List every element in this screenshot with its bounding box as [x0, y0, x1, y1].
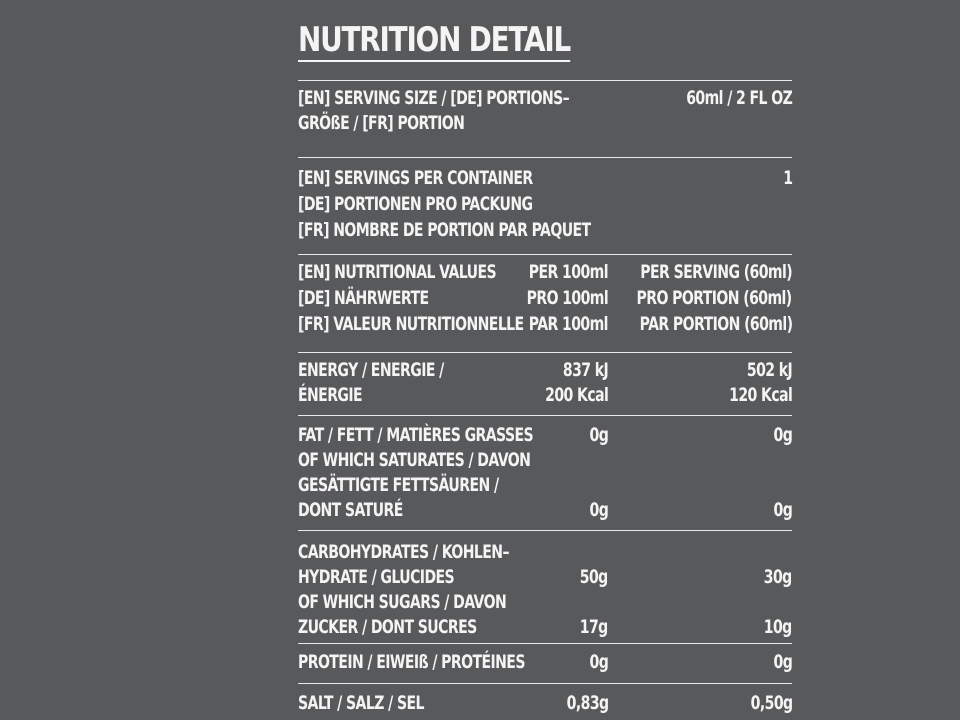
servings-value: 1 [782, 167, 793, 189]
salt-label: SALT / SALZ / SEL [298, 692, 424, 714]
serving-size-label-2: GRÖßE / [FR] PORTION [298, 112, 465, 134]
carbs-total-per100: 50g [580, 566, 608, 588]
header-serving-de: PRO PORTION (60ml) [636, 287, 793, 309]
header-label-de: [DE] NÄHRWERTE [298, 287, 429, 309]
energy-per100-kj: 837 kJ [562, 359, 609, 381]
protein-label: PROTEIN / EIWEIß / PROTÉINES [298, 651, 525, 673]
carbs-label-2: HYDRATE / GLUCIDES [298, 566, 455, 588]
fat-label-2: OF WHICH SATURATES / DAVON [298, 449, 531, 471]
nutrition-panel: NUTRITION DETAIL [EN] SERVING SIZE / [DE… [298, 20, 793, 720]
protein-section: PROTEIN / EIWEIß / PROTÉINES 0g 0g [298, 644, 793, 684]
fat-label-3: GESÄTTIGTE FETTSÄUREN / [298, 474, 499, 496]
servings-label-1: [EN] SERVINGS PER CONTAINER [298, 167, 533, 189]
header-per100-fr: PAR 100ml [528, 313, 609, 335]
energy-per100-kcal: 200 Kcal [544, 384, 609, 406]
fat-label-4: DONT SATURÉ [298, 499, 403, 521]
salt-section: SALT / SALZ / SEL 0,83g 0,50g [298, 684, 793, 720]
header-label-en: [EN] NUTRITIONAL VALUES [298, 261, 497, 283]
salt-serving: 0,50g [750, 692, 792, 714]
energy-serving-kcal: 120 Kcal [728, 384, 793, 406]
fat-total-per100: 0g [589, 424, 608, 446]
energy-serving-kj: 502 kJ [746, 359, 793, 381]
nutrition-header-section: [EN] NUTRITIONAL VALUES [DE] NÄHRWERTE [… [298, 255, 793, 353]
protein-serving: 0g [773, 651, 792, 673]
serving-size-label-1: [EN] SERVING SIZE / [DE] PORTIONS– [298, 87, 570, 109]
carbs-total-serving: 30g [764, 566, 792, 588]
carbs-sugars-serving: 10g [764, 616, 792, 638]
servings-label-3: [FR] NOMBRE DE PORTION PAR PAQUET [298, 219, 591, 241]
carbs-label-3: OF WHICH SUGARS / DAVON [298, 591, 507, 613]
energy-label-2: ÉNERGIE [298, 384, 363, 406]
header-per100-en: PER 100ml [528, 261, 609, 283]
serving-size-section: [EN] SERVING SIZE / [DE] PORTIONS– GRÖßE… [298, 81, 793, 158]
fat-label-1: FAT / FETT / MATIÈRES GRASSES [298, 424, 534, 446]
carbohydrates-section: CARBOHYDRATES / KOHLEN– HYDRATE / GLUCID… [298, 531, 793, 644]
header-label-fr: [FR] VALEUR NUTRITIONNELLE [298, 313, 524, 335]
header-serving-en: PER SERVING (60ml) [640, 261, 792, 283]
header-serving-fr: PAR PORTION (60ml) [639, 313, 792, 335]
servings-label-2: [DE] PORTIONEN PRO PACKUNG [298, 193, 533, 215]
energy-section: ENERGY / ENERGIE / ÉNERGIE 837 kJ 200 Kc… [298, 353, 793, 416]
title-spacer [298, 62, 792, 81]
serving-size-value: 60ml / 2 FL OZ [686, 87, 793, 109]
fat-section: FAT / FETT / MATIÈRES GRASSES OF WHICH S… [298, 416, 793, 531]
salt-per100: 0,83g [566, 692, 608, 714]
energy-label-1: ENERGY / ENERGIE / [298, 359, 444, 381]
protein-per100: 0g [589, 651, 608, 673]
carbs-label-1: CARBOHYDRATES / KOHLEN– [298, 541, 510, 563]
fat-saturates-serving: 0g [773, 499, 792, 521]
nutrition-title: NUTRITION DETAIL [298, 20, 571, 62]
header-per100-de: PRO 100ml [526, 287, 609, 309]
servings-per-container-section: [EN] SERVINGS PER CONTAINER [DE] PORTION… [298, 158, 793, 255]
fat-total-serving: 0g [773, 424, 792, 446]
carbs-label-4: ZUCKER / DONT SUCRES [298, 616, 477, 638]
fat-saturates-per100: 0g [589, 499, 608, 521]
carbs-sugars-per100: 17g [580, 616, 608, 638]
